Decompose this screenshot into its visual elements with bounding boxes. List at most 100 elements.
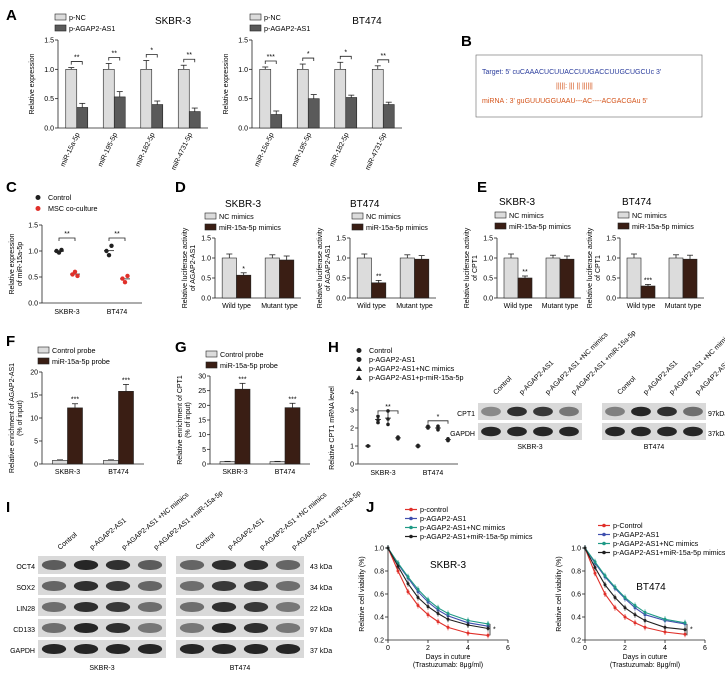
panel-h-blot-skbr3-cell-label: SKBR-3 [517,444,542,451]
panel-e-skbr3-y-tick-label: 1.5 [483,236,493,243]
panel-f-bar [52,460,68,465]
panel-e-bt474-sig-label: *** [644,277,652,284]
panel-c-point [125,273,130,279]
panel-j2-legend-0-swatch [602,523,606,528]
panel-label-a: A [6,7,17,24]
panel-j-skbr3-point [416,595,420,599]
panel-a-bt474-bar [307,98,320,129]
panel-e-skbr3-y-axis-label: Relative luciferase activity [464,227,471,308]
panel-j-bt474-sig-label: * [690,627,693,634]
panel-h-blot-bt474-band [657,406,677,417]
panel-e-skbr3-y-tick-label: 1.0 [483,256,493,263]
panel-d-bt474-legend-mir-swatch [351,223,364,231]
panel-j-bt474-point [613,585,617,589]
panel-g-y-tick-label: 25 [198,388,206,395]
panel-j-bt474-point [623,615,627,619]
panel-i-blot-skbr3-band [41,643,67,655]
panel-d-bt474-y-tick-label: 1.0 [336,256,346,263]
panel-e-skbr3-legend-nc-swatch [494,211,507,219]
panel-a-skbr3-sig-label: ** [187,52,193,59]
panel-a-skbr3-sig-bracket [70,61,83,65]
panel-j-skbr3-point [446,617,450,621]
panel-j-skbr3-x-tick-label: 4 [466,645,470,652]
panel-h-point [396,435,400,439]
panel-b-mirna-seq: miRNA : 3' guGUUUGGUAAU---AC----ACGACGAu… [482,98,648,105]
panel-d-skbr3-legend-nc-swatch [204,212,217,220]
panel-a-skbr3-y-tick-label: 0.0 [44,126,54,133]
panel-j-bt474-point [683,628,687,632]
panel-d-bt474-bar [399,257,415,299]
panel-i-blot-skbr3-lane-strip [38,577,166,595]
panel-j-legend-1-swatch [409,516,413,521]
panel-j-skbr3-title: SKBR-3 [430,560,467,571]
panel-a-skbr3-bar [102,69,115,129]
panel-j-bt474-point [603,574,607,578]
panel-c-sig-bracket [108,237,126,241]
panel-c-point [59,247,64,253]
panel-g-legend-mir-label: miR-15a-5p probe [220,361,278,370]
panel-c-point [120,276,125,281]
panel-d-skbr3-y-tick-label: 0.5 [201,276,211,283]
panel-e-bt474-bar [640,285,656,299]
panel-a-skbr3-y-axis-label: Relative expression [29,53,36,114]
panel-j-bt474-x-tick-label: 4 [663,645,667,652]
panel-f-sig-label: *** [122,377,130,384]
panel-h-point [376,420,380,425]
panel-h-blot-bt474-cell-label: BT474 [644,444,665,451]
panel-label-g: G [175,339,187,356]
panel-g-y-axis-label: (% of input) [185,402,192,438]
panel-i-blot-skbr3-lane-strip [38,619,166,637]
panel-j-skbr3-sig-label: * [493,627,496,634]
panel-i-kda: 37 kDa [310,648,332,655]
panel-e-skbr3-sig-label: ** [522,269,528,276]
panel-i-blot-bt474-band [243,622,269,634]
panel-j2-legend-3-label: p-AGAP2-AS1+miR-15a-5p mimics [613,548,725,557]
panel-j-skbr3-point [486,622,490,626]
panel-h-blot-bt474-band [631,406,651,417]
panel-e-bt474-bar [682,258,698,299]
panel-i-blot-bt474-band [211,622,237,634]
panel-j-bt474-point [643,610,647,614]
panel-i-kda: 34 kDa [310,585,332,592]
panel-h-point [426,426,430,430]
panel-h-blot-bt474-band [605,426,625,437]
panel-e-bt474-title: BT474 [622,197,652,208]
panel-d-bt474-legend-nc-label: NC mimics [366,212,401,221]
panel-a-bt474-category-label: miR-15a-5p [254,132,276,168]
panel-j-bt474-point [663,630,667,634]
panel-c-category-label: SKBR-3 [54,309,79,316]
panel-i-blot-skbr3-band [105,643,131,655]
panel-i-blot-skbr3-band [41,622,67,634]
panel-d-skbr3-title: SKBR-3 [225,199,262,210]
panel-j-bt474-point [603,583,607,587]
panel-j-bt474-point [613,595,617,599]
panel-j2-legend-1-label: p-AGAP2-AS1 [613,530,659,539]
panel-d-bt474-title: BT474 [350,199,380,210]
panel-g-y-tick-label: 0 [202,462,206,469]
panel-h-legend-1-label: p-AGAP2-AS1 [369,355,415,364]
panel-j-skbr3-y-tick-label: 0.2 [374,638,384,645]
panel-h-blot-skbr3-band [559,406,579,417]
panel-i-blot-skbr3-band [105,580,131,592]
panel-j-bt474-y-tick-label: 0.2 [571,638,581,645]
panel-i-blot-skbr3-band [137,580,163,592]
panel-j-skbr3-point [396,564,400,568]
panel-a-bt474-bar [334,69,347,129]
panel-d-skbr3-y-tick-label: 1.5 [201,236,211,243]
panel-h-sig-bracket [377,410,399,414]
panel-i-row-label: CD133 [13,627,35,634]
panel-g-legend-mir-swatch [205,361,218,369]
panel-i-blot-skbr3-band [73,643,99,655]
panel-a-bt474-sig-label: ** [381,53,387,60]
panel-j-bt474-series-line [584,547,686,624]
panel-h-y-tick-label: 4 [350,390,354,397]
panel-f-y-axis-label: Relative enrichment of AGAP2-AS1 [9,363,16,473]
panel-e-bt474-category-label: Mutant type [665,303,702,310]
panel-f-y-tick-label: 0 [34,462,38,469]
panel-i-blot-bt474-band [179,601,205,613]
panel-d-skbr3-y-tick-label: 0.0 [201,296,211,303]
panel-i-blot-bt474-band [275,622,301,634]
panel-i-blot-skbr3-band [137,559,163,571]
panel-i-row-label: GAPDH [10,648,35,655]
